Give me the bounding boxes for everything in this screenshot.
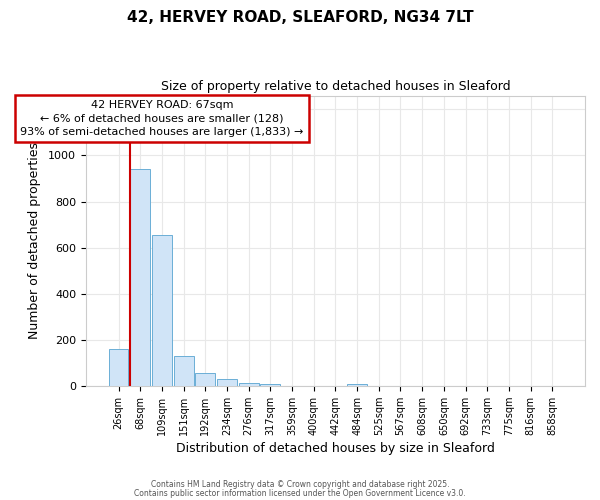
Text: 42 HERVEY ROAD: 67sqm
← 6% of detached houses are smaller (128)
93% of semi-deta: 42 HERVEY ROAD: 67sqm ← 6% of detached h… [20, 100, 304, 136]
Bar [347, 384, 367, 386]
Y-axis label: Number of detached properties: Number of detached properties [28, 142, 41, 339]
Title: Size of property relative to detached houses in Sleaford: Size of property relative to detached ho… [161, 80, 510, 93]
X-axis label: Distribution of detached houses by size in Sleaford: Distribution of detached houses by size … [176, 442, 495, 455]
Text: 42, HERVEY ROAD, SLEAFORD, NG34 7LT: 42, HERVEY ROAD, SLEAFORD, NG34 7LT [127, 10, 473, 25]
Bar [173, 356, 194, 386]
Bar [195, 372, 215, 386]
Bar [152, 235, 172, 386]
Bar [217, 380, 237, 386]
Bar [109, 349, 128, 386]
Bar [239, 383, 259, 386]
Bar [130, 170, 150, 386]
Bar [260, 384, 280, 386]
Text: Contains HM Land Registry data © Crown copyright and database right 2025.: Contains HM Land Registry data © Crown c… [151, 480, 449, 489]
Text: Contains public sector information licensed under the Open Government Licence v3: Contains public sector information licen… [134, 488, 466, 498]
